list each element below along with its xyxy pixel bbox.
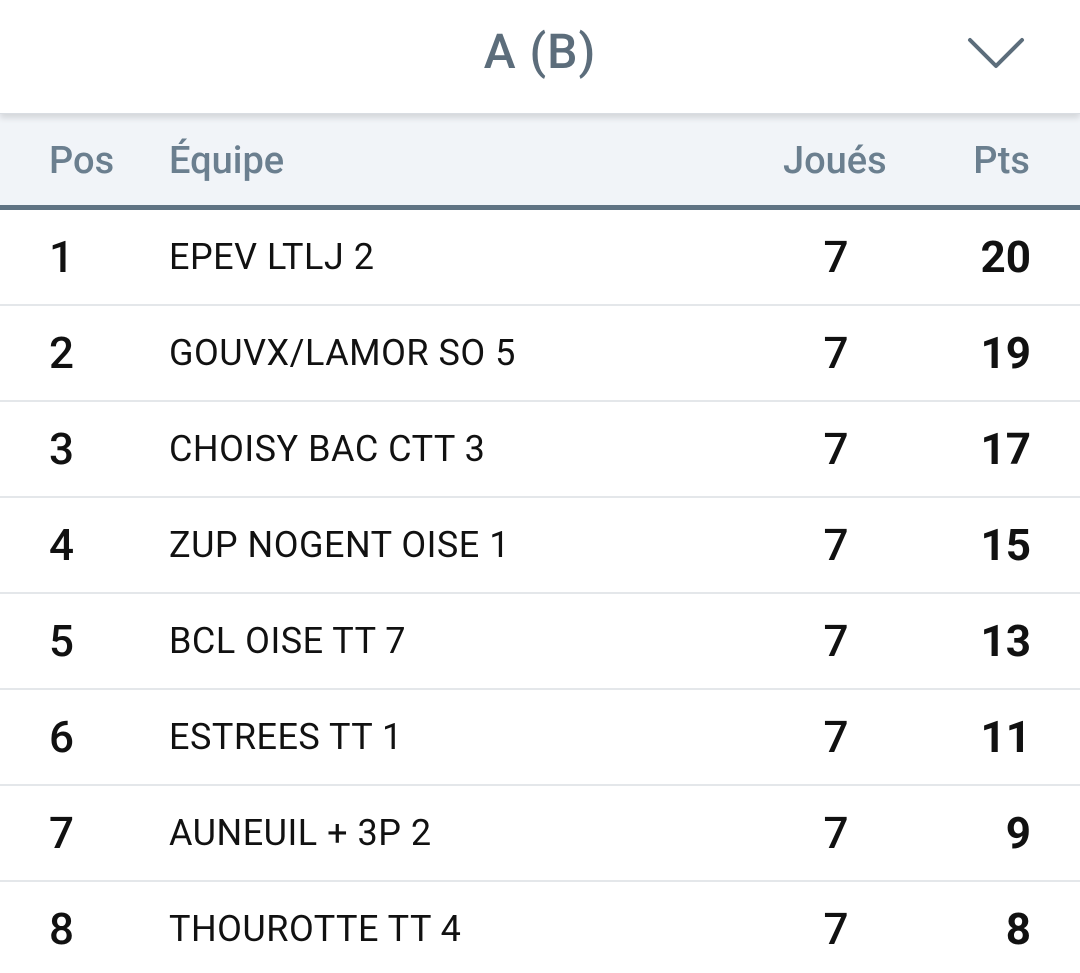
row-team-name: AUNEUIL + 3P 2	[169, 812, 432, 854]
row-team-name: BCL OISE TT 7	[169, 620, 407, 662]
column-header-pos[interactable]: Pos	[49, 139, 115, 183]
chevron-down-icon[interactable]	[960, 26, 1032, 82]
row-team-name: ZUP NOGENT OISE 1	[169, 524, 510, 566]
row-points: 20	[980, 231, 1032, 283]
table-row[interactable]: 6 ESTREES TT 1 7 11	[0, 690, 1080, 786]
row-position: 8	[49, 903, 75, 955]
row-position: 7	[49, 807, 75, 859]
row-played: 7	[823, 615, 849, 667]
column-header-points[interactable]: Pts	[973, 139, 1030, 183]
row-played: 7	[823, 231, 849, 283]
row-position: 2	[49, 327, 75, 379]
row-played: 7	[823, 903, 849, 955]
row-played: 7	[823, 807, 849, 859]
row-team-name: THOUROTTE TT 4	[169, 908, 462, 950]
row-points: 11	[980, 711, 1032, 763]
group-title[interactable]: A (B)	[483, 23, 597, 80]
row-points: 13	[980, 615, 1032, 667]
table-header: Pos Équipe Joués Pts	[0, 114, 1080, 210]
row-points: 9	[1005, 807, 1031, 859]
table-row[interactable]: 4 ZUP NOGENT OISE 1 7 15	[0, 498, 1080, 594]
row-position: 6	[49, 711, 75, 763]
row-position: 3	[49, 423, 75, 475]
row-played: 7	[823, 423, 849, 475]
row-position: 5	[49, 615, 75, 667]
table-row[interactable]: 1 EPEV LTLJ 2 7 20	[0, 210, 1080, 306]
table-row[interactable]: 8 THOUROTTE TT 4 7 8	[0, 882, 1080, 973]
table-row[interactable]: 5 BCL OISE TT 7 7 13	[0, 594, 1080, 690]
row-points: 17	[980, 423, 1032, 475]
table-row[interactable]: 3 CHOISY BAC CTT 3 7 17	[0, 402, 1080, 498]
group-selector-bar[interactable]: A (B)	[0, 0, 1080, 114]
row-played: 7	[823, 327, 849, 379]
row-played: 7	[823, 519, 849, 571]
column-header-played[interactable]: Joués	[783, 139, 887, 183]
row-position: 4	[49, 519, 75, 571]
row-team-name: CHOISY BAC CTT 3	[169, 428, 486, 470]
row-position: 1	[49, 231, 75, 283]
column-header-team[interactable]: Équipe	[169, 139, 285, 183]
row-points: 19	[980, 327, 1032, 379]
table-row[interactable]: 2 GOUVX/LAMOR SO 5 7 19	[0, 306, 1080, 402]
row-team-name: ESTREES TT 1	[169, 716, 403, 758]
row-points: 15	[980, 519, 1032, 571]
row-points: 8	[1005, 903, 1031, 955]
row-team-name: GOUVX/LAMOR SO 5	[169, 332, 516, 374]
row-played: 7	[823, 711, 849, 763]
row-team-name: EPEV LTLJ 2	[169, 236, 375, 278]
table-row[interactable]: 7 AUNEUIL + 3P 2 7 9	[0, 786, 1080, 882]
